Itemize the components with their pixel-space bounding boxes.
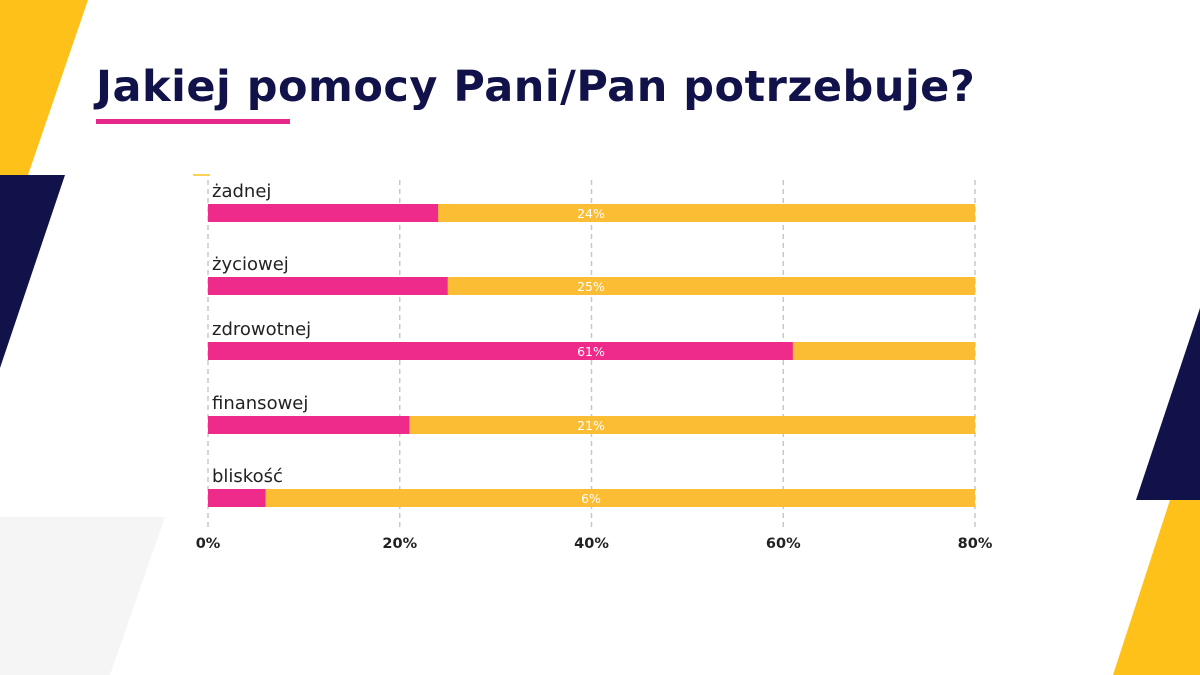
bar [208, 416, 410, 434]
data-label: 21% [577, 418, 605, 433]
category-label: bliskość [212, 466, 283, 487]
x-tick-label: 40% [574, 536, 609, 552]
title-underline [96, 119, 290, 124]
x-tick-label: 20% [382, 536, 417, 552]
data-label: 6% [581, 491, 601, 506]
category-label: życiowej [212, 254, 289, 275]
left-navy-shape [0, 175, 65, 368]
x-tick-label: 80% [958, 536, 993, 552]
data-label: 24% [577, 206, 605, 221]
bottom-right-yellow-shape [1113, 500, 1200, 675]
right-navy-shape [1136, 308, 1200, 500]
bar [208, 489, 266, 507]
bar [208, 342, 793, 360]
bar [208, 204, 439, 222]
x-tick-label: 0% [196, 536, 221, 552]
category-label: żadnej [212, 181, 271, 202]
bar-background [208, 489, 975, 507]
bar [208, 277, 448, 295]
x-tick-label: 60% [766, 536, 801, 552]
category-label: zdrowotnej [212, 319, 311, 340]
category-label: finansowej [212, 393, 308, 414]
data-label: 61% [577, 344, 605, 359]
bottom-left-gray-shape [0, 517, 165, 675]
top-left-yellow-shape [0, 0, 88, 175]
data-label: 25% [577, 279, 605, 294]
page-title: Jakiej pomocy Pani/Pan potrzebuje? [96, 62, 976, 112]
